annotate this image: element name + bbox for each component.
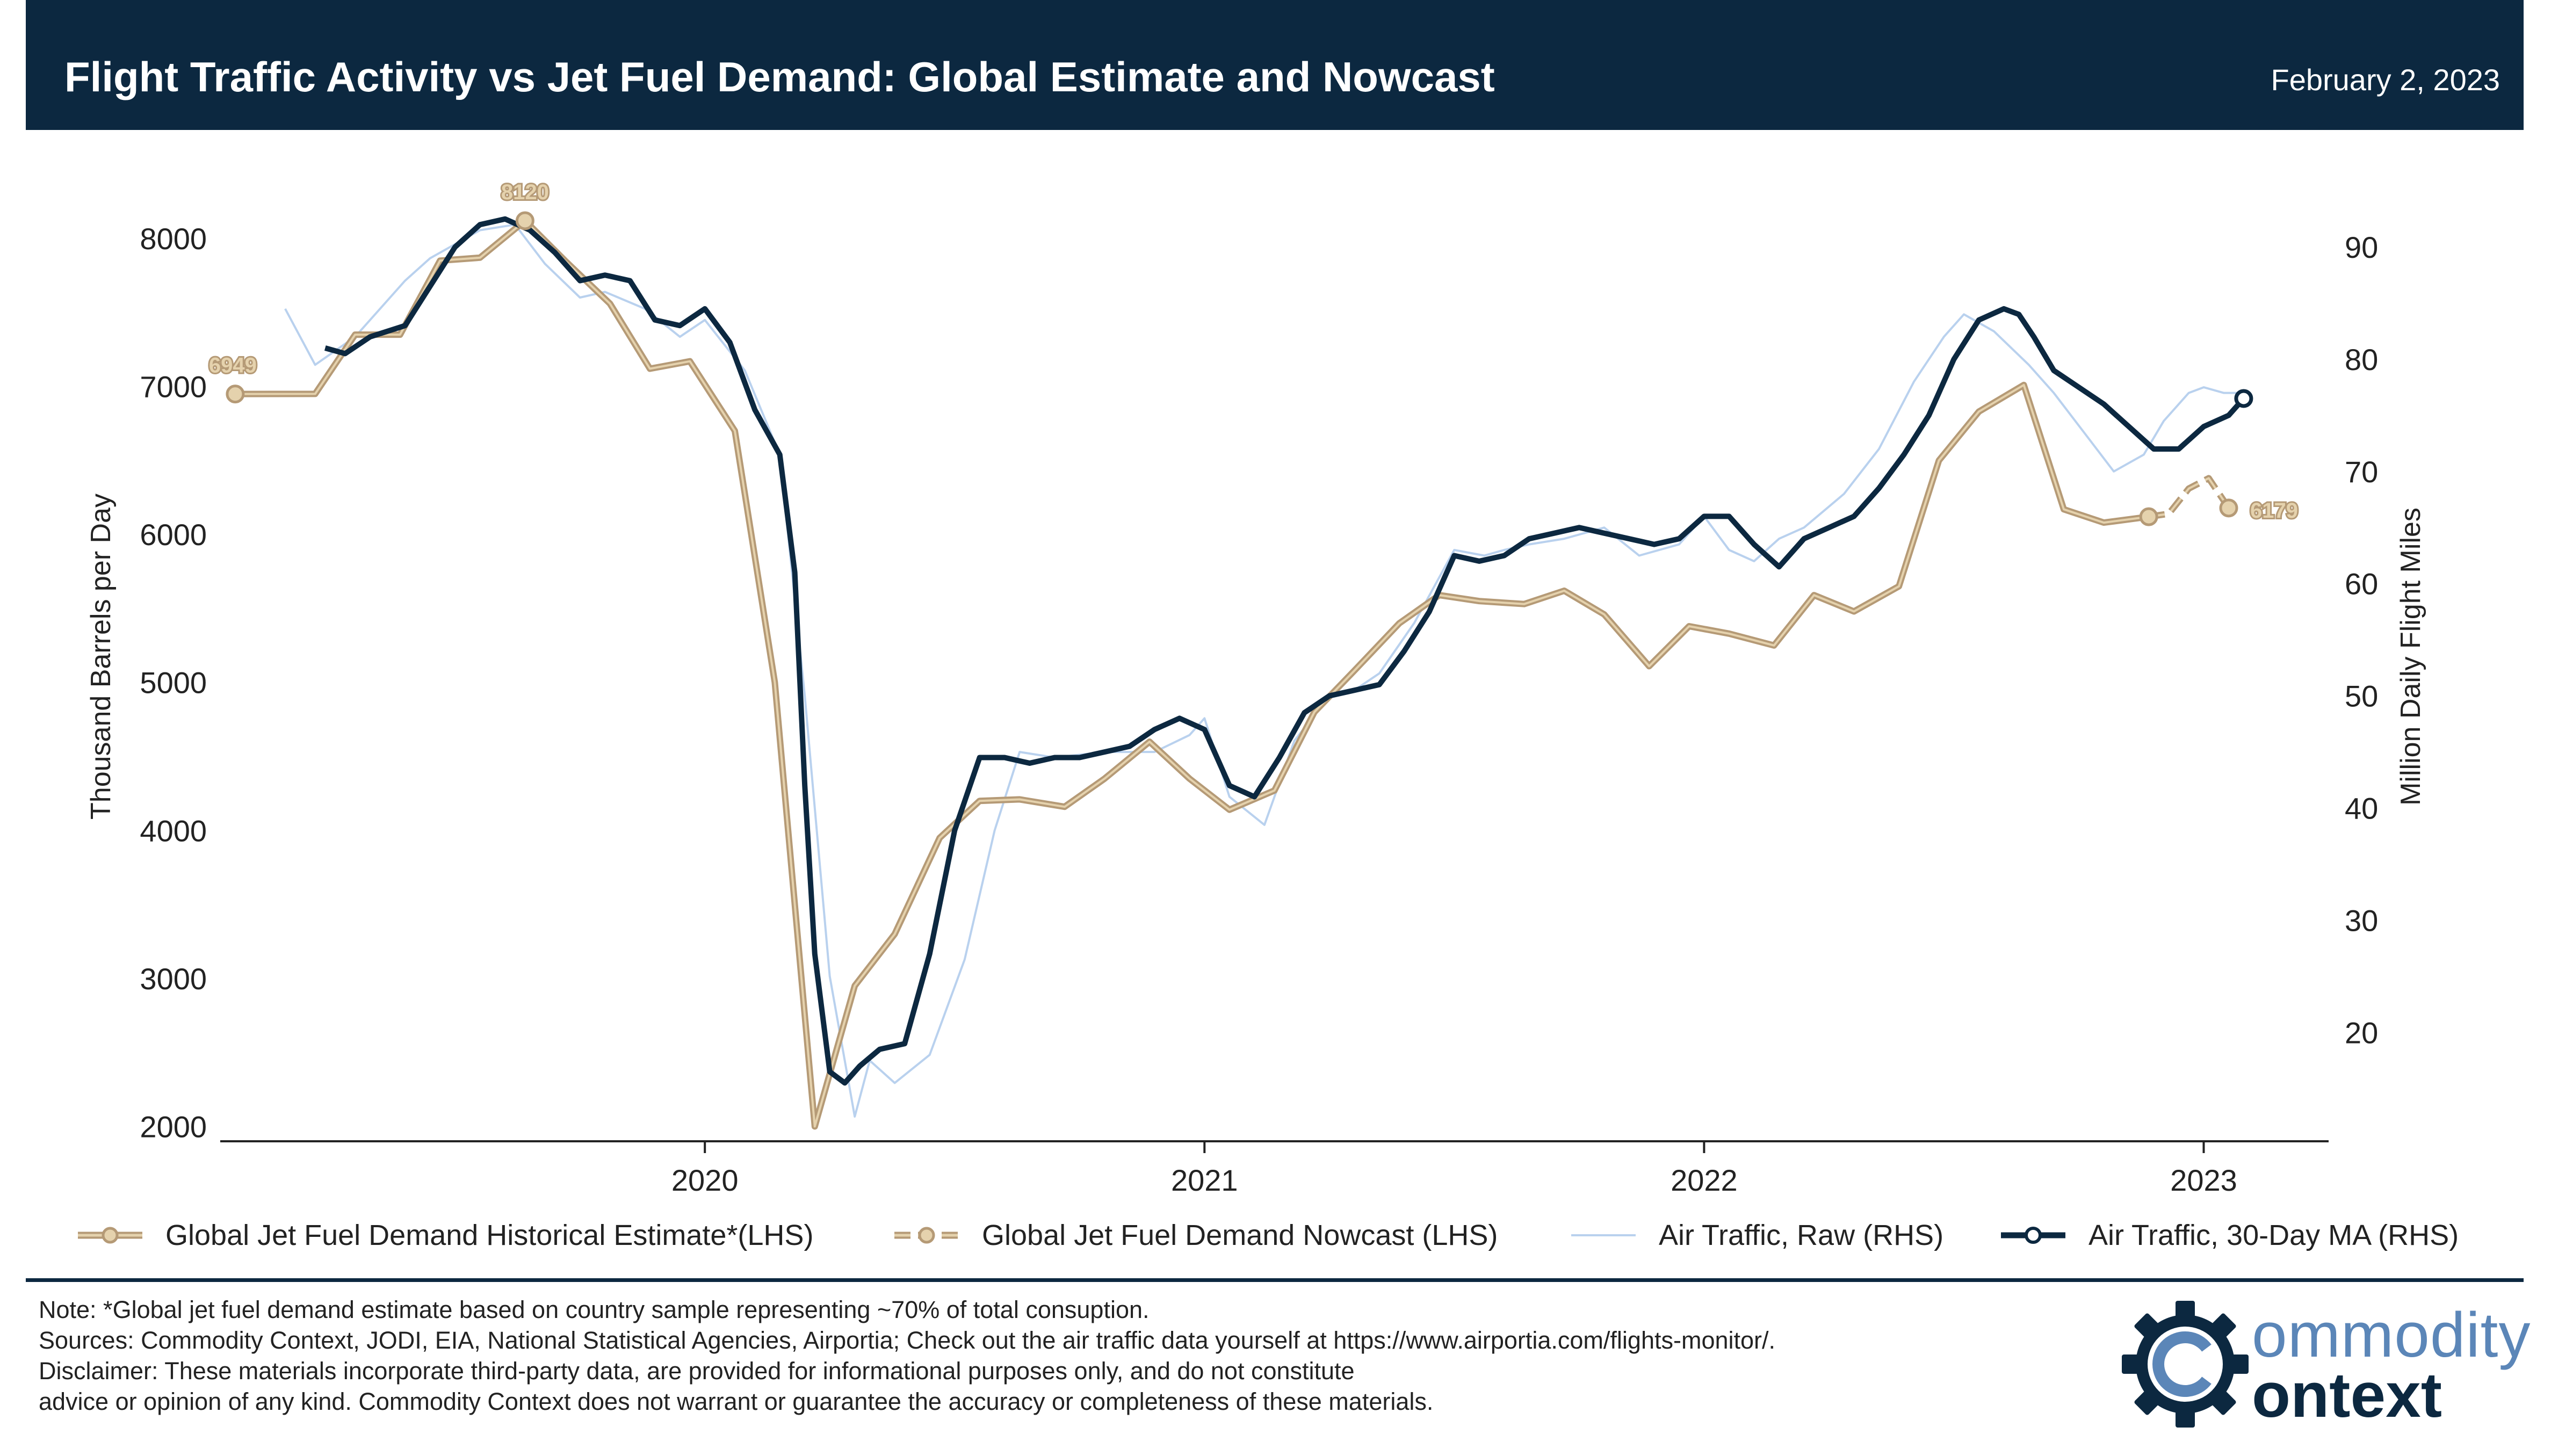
legend-swatch-ma [2001, 1227, 2065, 1244]
legend-item-raw: Air Traffic, Raw (RHS) [1569, 1214, 1943, 1257]
marker-fuel-start [226, 385, 245, 404]
footnote-disclaimer-2: advice or opinion of any kind. Commodity… [39, 1388, 1434, 1415]
y-tick-label-5000: 5000 [140, 666, 207, 700]
y-tick-label-7000: 7000 [140, 370, 207, 404]
legend-label-raw: Air Traffic, Raw (RHS) [1659, 1219, 1944, 1251]
logo-text-context: ontext [2252, 1360, 2442, 1431]
chart-header: Flight Traffic Activity vs Jet Fuel Dema… [26, 0, 2524, 130]
footnote-disclaimer-1: Disclaimer: These materials incorporate … [39, 1357, 1355, 1385]
x-tick-label-2023: 2023 [2170, 1163, 2237, 1197]
legend-swatch-historical [78, 1227, 142, 1244]
series-fuel-nowcast [2148, 475, 2231, 520]
series-fuel-nowcast-inner [2148, 477, 2230, 518]
legend-label-historical: Global Jet Fuel Demand Historical Estima… [165, 1219, 814, 1251]
annotation-6179: 6179 [2250, 499, 2298, 523]
legend-label-ma: Air Traffic, 30-Day MA (RHS) [2089, 1219, 2459, 1251]
footnotes: Note: *Global jet fuel demand estimate b… [39, 1294, 1775, 1417]
y2-tick-label-60: 60 [2345, 567, 2378, 601]
legend-item-nowcast: Global Jet Fuel Demand Nowcast (LHS) [892, 1214, 1498, 1257]
marker-fuel-nowcast-end [2219, 498, 2238, 518]
y2-axis-label: Million Daily Flight Miles [2395, 508, 2426, 806]
y-axis-label: Thousand Barrels per Day [85, 494, 117, 820]
marker-fuel-last-historical [2139, 507, 2158, 526]
y-tick-label-8000: 8000 [140, 222, 207, 256]
annotation-6949: 6949 [209, 354, 257, 378]
series-fuel-historical-inner [235, 219, 2149, 1128]
footer-divider [26, 1278, 2524, 1282]
y2-tick-label-80: 80 [2345, 343, 2378, 376]
marker-air-traffic-ma-end [2234, 389, 2253, 408]
gear-c-icon [2122, 1301, 2249, 1428]
y2-tick-label-40: 40 [2345, 792, 2378, 825]
series-air-traffic-ma [324, 216, 2246, 1086]
chart-legend: Global Jet Fuel Demand Historical Estima… [75, 1214, 2492, 1257]
y2-tick-label-50: 50 [2345, 679, 2378, 713]
y2-tick-label-70: 70 [2345, 455, 2378, 489]
y2-tick-label-30: 30 [2345, 903, 2378, 937]
legend-label-nowcast: Global Jet Fuel Demand Nowcast (LHS) [982, 1219, 1498, 1251]
series-fuel-historical [235, 217, 2149, 1130]
y-tick-label-2000: 2000 [140, 1110, 207, 1143]
marker-fuel-peak [515, 211, 534, 230]
y2-tick-label-90: 90 [2345, 230, 2378, 264]
y-tick-label-3000: 3000 [140, 962, 207, 996]
x-tick-label-2020: 2020 [671, 1163, 739, 1197]
y2-tick-label-20: 20 [2345, 1016, 2378, 1049]
annotation-8120: 8120 [501, 180, 549, 204]
chart-date: February 2, 2023 [2271, 63, 2500, 97]
x-tick-label-2021: 2021 [1171, 1163, 1238, 1197]
footnote-note: Note: *Global jet fuel demand estimate b… [39, 1296, 1150, 1323]
legend-swatch-raw [1571, 1234, 1636, 1236]
commodity-context-logo: ommodity ontext [2122, 1284, 2530, 1445]
x-tick-label-2022: 2022 [1671, 1163, 1738, 1197]
chart-title: Flight Traffic Activity vs Jet Fuel Dema… [64, 53, 1495, 100]
series-air-traffic-raw [284, 223, 2239, 1118]
legend-swatch-nowcast [894, 1227, 959, 1244]
y-tick-label-6000: 6000 [140, 518, 207, 552]
y-tick-label-4000: 4000 [140, 814, 207, 847]
legend-item-historical: Global Jet Fuel Demand Historical Estima… [75, 1214, 813, 1257]
footnote-sources: Sources: Commodity Context, JODI, EIA, N… [39, 1327, 1776, 1354]
chart-plot: 2020 2021 2022 2023 2000 3000 4000 5000 6000 7000… [85, 179, 2426, 1197]
legend-item-ma: Air Traffic, 30-Day MA (RHS) [1998, 1214, 2459, 1257]
logo-text-commodity: ommodity [2252, 1300, 2531, 1371]
